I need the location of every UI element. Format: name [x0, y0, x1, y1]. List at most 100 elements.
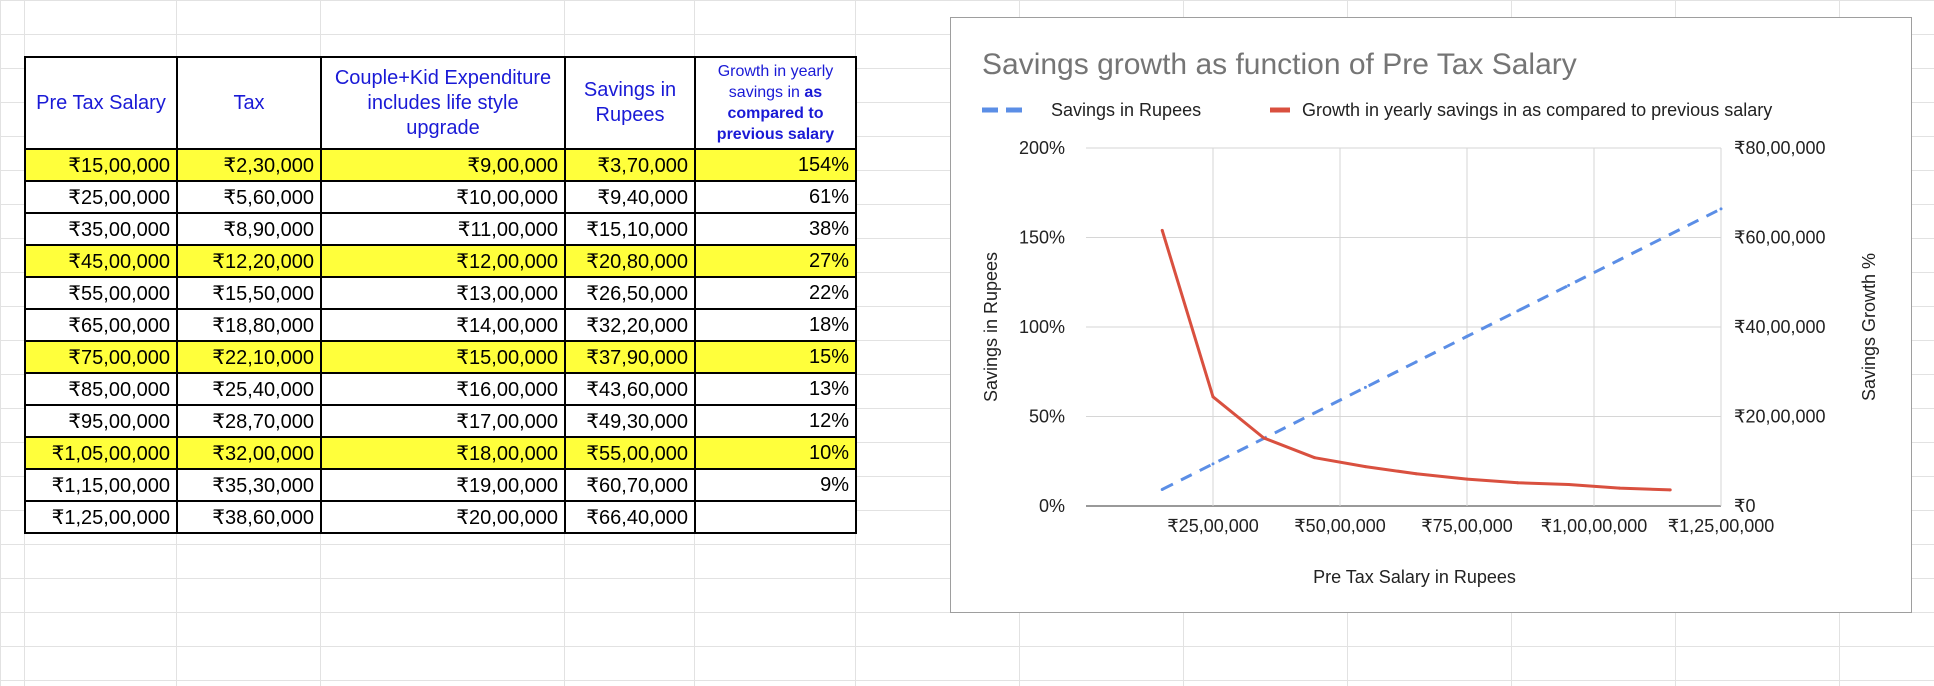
cell-tax[interactable]: ₹8,90,000: [176, 212, 322, 246]
cell-savings[interactable]: ₹60,70,000: [564, 468, 696, 502]
series-1-point: [1211, 395, 1215, 399]
x-tick-label: ₹50,00,000: [1294, 516, 1386, 536]
cell-tax[interactable]: ₹15,50,000: [176, 276, 322, 310]
table-row: ₹75,00,000 ₹22,10,000 ₹15,00,000 ₹37,90,000…: [24, 340, 857, 374]
cell-expenditure[interactable]: ₹9,00,000: [320, 148, 566, 182]
cell-tax[interactable]: ₹38,60,000: [176, 500, 322, 534]
header-growth-plain: Growth in yearly savings in: [717, 63, 834, 101]
cell-growth[interactable]: 61%: [694, 180, 857, 214]
left-tick-label: 100%: [1019, 317, 1065, 337]
cell-savings[interactable]: ₹9,40,000: [564, 180, 696, 214]
cell-growth[interactable]: 12%: [694, 404, 857, 438]
cell-growth[interactable]: 10%: [694, 436, 857, 470]
cell-savings[interactable]: ₹32,20,000: [564, 308, 696, 342]
header-growth[interactable]: Growth in yearly savings in as compared …: [694, 56, 857, 150]
cell-expenditure[interactable]: ₹18,00,000: [320, 436, 566, 470]
cell-expenditure[interactable]: ₹16,00,000: [320, 372, 566, 406]
cell-savings[interactable]: ₹66,40,000: [564, 500, 696, 534]
cell-expenditure[interactable]: ₹12,00,000: [320, 244, 566, 278]
chart-legend: Savings in Rupees Growth in yearly saving…: [982, 100, 1772, 120]
cell-expenditure[interactable]: ₹17,00,000: [320, 404, 566, 438]
chart-title: Savings growth as function of Pre Tax Sa…: [982, 48, 1577, 81]
series-0-point: [1211, 462, 1215, 466]
cell-salary[interactable]: ₹65,00,000: [24, 308, 178, 342]
cell-expenditure[interactable]: ₹15,00,000: [320, 340, 566, 374]
x-tick-label: ₹75,00,000: [1421, 516, 1513, 536]
series-1-point: [1567, 483, 1571, 487]
cell-growth[interactable]: 15%: [694, 340, 857, 374]
series-line-0: [1161, 207, 1722, 491]
cell-tax[interactable]: ₹28,70,000: [176, 404, 322, 438]
cell-growth[interactable]: 154%: [694, 148, 857, 182]
cell-expenditure[interactable]: ₹10,00,000: [320, 180, 566, 214]
cell-expenditure[interactable]: ₹14,00,000: [320, 308, 566, 342]
cell-salary[interactable]: ₹75,00,000: [24, 340, 178, 374]
cell-salary[interactable]: ₹1,25,00,000: [24, 500, 178, 534]
cell-tax[interactable]: ₹12,20,000: [176, 244, 322, 278]
cell-savings[interactable]: ₹26,50,000: [564, 276, 696, 310]
chart-ticks: 0% 50% 100% 150% 200% ₹0 ₹20,00,000 ₹40,00,000 ₹…: [1019, 138, 1826, 536]
cell-growth[interactable]: 13%: [694, 372, 857, 406]
series-1-point: [1160, 228, 1164, 232]
right-axis-title: Savings Growth %: [1859, 253, 1879, 401]
table-row: ₹45,00,000 ₹12,20,000 ₹12,00,000 ₹20,80,000…: [24, 244, 857, 278]
chart-panel[interactable]: Savings growth as function of Pre Tax Sa…: [950, 17, 1912, 613]
cell-salary[interactable]: ₹45,00,000: [24, 244, 178, 278]
cell-salary[interactable]: ₹85,00,000: [24, 372, 178, 406]
cell-salary[interactable]: ₹95,00,000: [24, 404, 178, 438]
left-axis-title: Savings in Rupees: [981, 252, 1001, 402]
cell-expenditure[interactable]: ₹13,00,000: [320, 276, 566, 310]
cell-salary[interactable]: ₹1,15,00,000: [24, 468, 178, 502]
cell-salary[interactable]: ₹35,00,000: [24, 212, 178, 246]
cell-savings[interactable]: ₹55,00,000: [564, 436, 696, 470]
x-tick-label: ₹25,00,000: [1167, 516, 1259, 536]
cell-tax[interactable]: ₹5,60,000: [176, 180, 322, 214]
cell-tax[interactable]: ₹25,40,000: [176, 372, 322, 406]
cell-expenditure[interactable]: ₹11,00,000: [320, 212, 566, 246]
cell-growth[interactable]: 18%: [694, 308, 857, 342]
cell-growth[interactable]: 9%: [694, 468, 857, 502]
header-tax[interactable]: Tax: [176, 56, 322, 150]
cell-savings[interactable]: ₹15,10,000: [564, 212, 696, 246]
table-body: ₹15,00,000 ₹2,30,000 ₹9,00,000 ₹3,70,000 154…: [24, 148, 857, 534]
right-tick-label: ₹0: [1734, 496, 1755, 516]
cell-savings[interactable]: ₹3,70,000: [564, 148, 696, 182]
left-tick-label: 150%: [1019, 228, 1065, 248]
cell-growth[interactable]: 38%: [694, 212, 857, 246]
header-expenditure[interactable]: Couple+Kid Expenditure includes life sty…: [320, 56, 566, 150]
cell-tax[interactable]: ₹2,30,000: [176, 148, 322, 182]
table-row: ₹65,00,000 ₹18,80,000 ₹14,00,000 ₹32,20,000…: [24, 308, 857, 342]
table-row: ₹1,15,00,000 ₹35,30,000 ₹19,00,000 ₹60,70,0…: [24, 468, 857, 502]
header-savings[interactable]: Savings in Rupees: [564, 56, 696, 150]
cell-expenditure[interactable]: ₹19,00,000: [320, 468, 566, 502]
series-0-point: [1465, 334, 1469, 338]
cell-tax[interactable]: ₹32,00,000: [176, 436, 322, 470]
cell-growth[interactable]: 27%: [694, 244, 857, 278]
table-row: ₹1,25,00,000 ₹38,60,000 ₹20,00,000 ₹66,40,0…: [24, 500, 857, 534]
right-tick-label: ₹60,00,000: [1734, 228, 1826, 248]
cell-savings[interactable]: ₹20,80,000: [564, 244, 696, 278]
cell-salary[interactable]: ₹55,00,000: [24, 276, 178, 310]
cell-tax[interactable]: ₹18,80,000: [176, 308, 322, 342]
header-pre-tax-salary[interactable]: Pre Tax Salary: [24, 56, 178, 150]
cell-growth[interactable]: [694, 500, 857, 534]
cell-salary[interactable]: ₹25,00,000: [24, 180, 178, 214]
left-tick-label: 50%: [1029, 407, 1065, 427]
cell-growth[interactable]: 22%: [694, 276, 857, 310]
cell-salary[interactable]: ₹1,05,00,000: [24, 436, 178, 470]
x-tick-label: ₹1,25,00,000: [1668, 516, 1775, 536]
cell-expenditure[interactable]: ₹20,00,000: [320, 500, 566, 534]
table-row: ₹1,05,00,000 ₹32,00,000 ₹18,00,000 ₹55,00,0…: [24, 436, 857, 470]
table-row: ₹85,00,000 ₹25,40,000 ₹16,00,000 ₹43,60,000…: [24, 372, 857, 406]
cell-tax[interactable]: ₹35,30,000: [176, 468, 322, 502]
right-tick-label: ₹20,00,000: [1734, 407, 1826, 427]
cell-savings[interactable]: ₹37,90,000: [564, 340, 696, 374]
series-1-point: [1465, 477, 1469, 481]
series-0-point: [1414, 360, 1418, 364]
cell-savings[interactable]: ₹43,60,000: [564, 372, 696, 406]
cell-salary[interactable]: ₹15,00,000: [24, 148, 178, 182]
cell-tax[interactable]: ₹22,10,000: [176, 340, 322, 374]
cell-savings[interactable]: ₹49,30,000: [564, 404, 696, 438]
series-1-point: [1617, 486, 1621, 490]
series-0-point: [1313, 411, 1317, 415]
